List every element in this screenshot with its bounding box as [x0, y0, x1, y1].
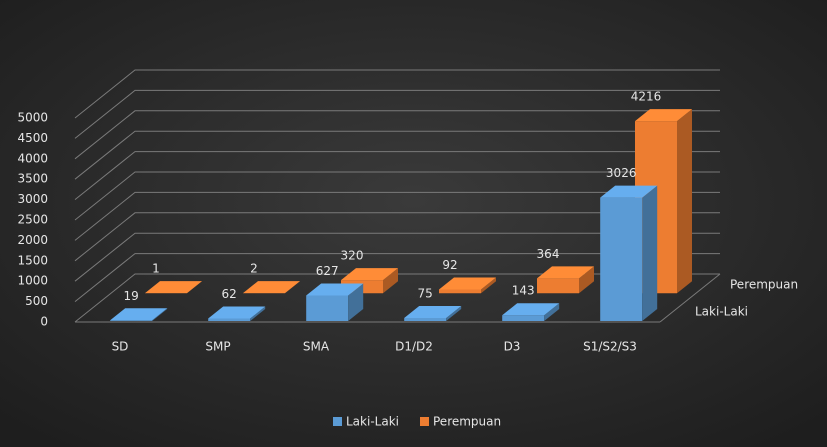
y-tick-label: 4000	[17, 151, 48, 165]
x-tick-label: D1/D2	[395, 340, 433, 354]
grid-line	[74, 151, 720, 200]
grid-line	[74, 212, 720, 262]
depth-label: Laki-Laki	[695, 305, 748, 319]
legend-label: Perempuan	[433, 415, 501, 429]
bar-top	[110, 308, 168, 321]
bar-top	[404, 305, 462, 318]
bar-side	[446, 305, 462, 322]
bar	[537, 266, 594, 294]
value-label: 3026	[606, 166, 637, 180]
bar-front	[502, 315, 545, 322]
y-tick-label: 3000	[17, 192, 48, 206]
value-label: 4216	[631, 90, 662, 104]
grid-line	[74, 232, 720, 282]
bar	[600, 185, 658, 322]
bar-side	[544, 303, 560, 322]
bar-top	[243, 281, 300, 294]
bar-top	[502, 303, 560, 316]
bar	[502, 303, 560, 322]
bar-front	[404, 317, 447, 322]
grid-line	[74, 89, 720, 139]
floor-edge	[659, 273, 721, 323]
bar-side	[677, 109, 692, 294]
y-tick-label: 1000	[17, 274, 48, 288]
bar-side	[285, 281, 300, 294]
bar-front	[537, 278, 579, 294]
depth-label: Perempuan	[730, 278, 798, 292]
value-label: 143	[512, 284, 535, 298]
bar-top	[600, 185, 658, 198]
y-tick-label: 5000	[17, 111, 48, 125]
bar-top	[306, 283, 364, 296]
bar	[110, 308, 168, 322]
bar-top	[635, 109, 692, 122]
value-label: 627	[316, 264, 339, 278]
x-tick-label: SD	[112, 340, 129, 354]
bar-top	[439, 277, 496, 290]
x-tick-label: D3	[504, 340, 521, 354]
bar-side	[481, 277, 496, 294]
bar-side	[152, 308, 168, 322]
bar-top	[341, 268, 398, 281]
bar-front	[439, 289, 481, 294]
grid-line	[74, 69, 720, 119]
legend-label: Laki-Laki	[346, 415, 399, 429]
bar-top	[145, 281, 202, 294]
bar-side	[579, 266, 594, 294]
bar-side	[250, 306, 266, 322]
grid-line	[74, 171, 720, 221]
bar-front	[600, 197, 643, 322]
grid-line	[74, 191, 720, 241]
y-tick-label: 500	[25, 294, 48, 308]
x-tick-label: SMP	[205, 340, 230, 354]
value-label: 364	[537, 247, 560, 261]
bar-side	[383, 268, 398, 294]
value-label: 1	[152, 262, 160, 276]
grid-line	[74, 253, 720, 302]
legend-swatch	[420, 417, 429, 426]
value-label: 75	[418, 286, 433, 300]
bar	[306, 283, 364, 322]
y-tick-label: 3500	[17, 172, 48, 186]
bar-front	[306, 295, 349, 322]
value-label: 320	[341, 249, 364, 263]
y-tick-label: 2000	[17, 233, 48, 247]
y-tick-label: 2500	[17, 213, 48, 227]
legend-swatch	[333, 417, 342, 426]
value-label: 19	[124, 289, 139, 303]
x-tick-label: S1/S2/S3	[583, 340, 637, 354]
bar-front	[110, 320, 153, 322]
bar-front	[208, 318, 251, 322]
y-tick-label: 1500	[17, 253, 48, 267]
bar	[439, 277, 496, 294]
bar	[145, 281, 202, 294]
value-label: 62	[222, 287, 237, 301]
bar-top	[537, 266, 594, 279]
y-tick-label: 0	[40, 315, 48, 329]
value-label: 92	[442, 258, 457, 272]
grid-line	[74, 273, 720, 323]
grid-line	[74, 110, 720, 160]
y-tick-label: 4500	[17, 131, 48, 145]
x-tick-label: SMA	[303, 340, 330, 354]
bar	[404, 305, 462, 322]
bar	[243, 281, 300, 294]
bar	[208, 306, 266, 322]
bar-side	[187, 281, 202, 294]
grid-line	[74, 130, 720, 180]
value-label: 2	[250, 262, 258, 276]
bar-side	[348, 283, 364, 322]
bar-side	[642, 185, 658, 322]
bar-top	[208, 306, 266, 319]
